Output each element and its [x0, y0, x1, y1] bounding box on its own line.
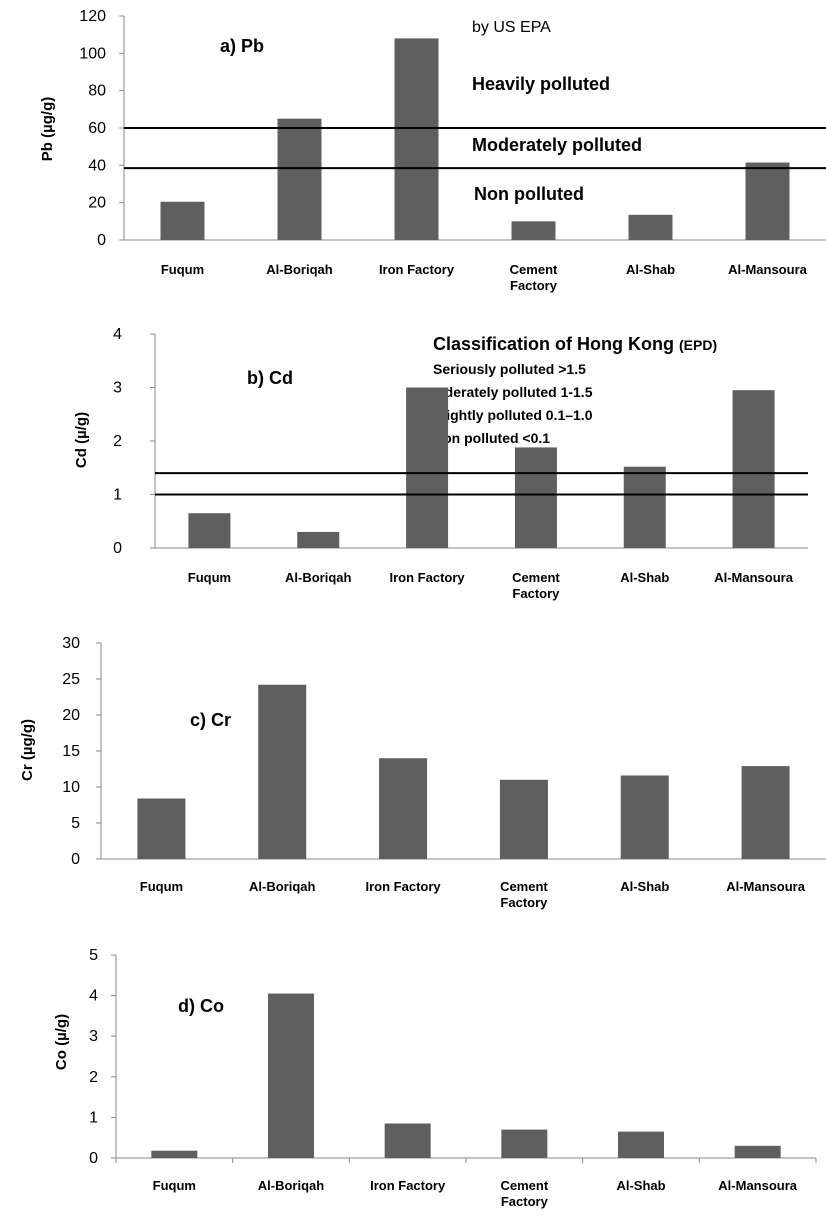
- bar-cd-0: [188, 513, 231, 548]
- bar-co-1: [268, 993, 314, 1158]
- bar-pb-5: [745, 162, 790, 240]
- y-axis-label-pb: Pb (µg/g): [39, 97, 56, 161]
- x-tick-label-co: Al-Boriqah: [258, 1178, 325, 1193]
- y-tick-label-cr: 25: [62, 671, 80, 688]
- y-tick-label-cd: 2: [113, 433, 122, 450]
- annotation-non-polluted-cd: Non polluted <0.1: [433, 430, 550, 446]
- x-tick-label-co: Al-Mansoura: [718, 1178, 798, 1193]
- panel-label-cr: c) Cr: [190, 710, 231, 730]
- y-tick-label-cr: 5: [71, 815, 80, 832]
- chart-cd: Cd (µ/g) b) Cd Classification of Hong Ko…: [73, 326, 808, 601]
- y-tick-label-cd: 1: [113, 487, 122, 504]
- y-tick-label-co: 2: [89, 1069, 98, 1086]
- y-axis-label-cr: Cr (µg/g): [19, 719, 36, 781]
- x-tick-label-cr: Iron Factory: [366, 879, 442, 894]
- chart-pb: Pb (µg/g) a) Pb by US EPA Heavily pollut…: [39, 8, 826, 293]
- y-tick-label-co: 3: [89, 1028, 98, 1045]
- x-tick-label-pb: Fuqum: [161, 262, 204, 277]
- x-tick-label-cd: Al-Shab: [620, 570, 669, 585]
- x-tick-label-cr: Fuqum: [140, 879, 183, 894]
- x-tick-label-co: Al-Shab: [616, 1178, 665, 1193]
- y-axis-label-cd: Cd (µ/g): [73, 412, 90, 468]
- x-tick-label-pb: Al-Boriqah: [266, 262, 333, 277]
- bar-co-3: [501, 1129, 548, 1158]
- chart-co: Co (µ/g) d) Co 0 1 2 3 4 5 Fuqum Al-Boriqah Iron…: [53, 947, 817, 1209]
- annotation-source-pb: by US EPA: [472, 19, 551, 36]
- x-tick-label-cr: Al-Boriqah: [249, 879, 316, 894]
- chart-cr: Cr (µg/g) c) Cr 0 5 10 15 20 25 30 Fuqum Al-Bori…: [19, 635, 826, 910]
- annotation-seriously-polluted: Seriously polluted >1.5: [433, 361, 586, 377]
- bar-cd-4: [623, 466, 666, 548]
- y-tick-label-pb: 120: [79, 8, 106, 25]
- panel-label-cd: b) Cd: [247, 368, 293, 388]
- x-tick-label-pb: Cement Factory: [510, 262, 558, 293]
- x-tick-label-co: Iron Factory: [370, 1178, 446, 1193]
- x-tick-label-pb: Iron Factory: [379, 262, 455, 277]
- bar-cd-3: [514, 447, 557, 548]
- bar-cd-5: [732, 390, 775, 548]
- bar-cd-2: [406, 387, 449, 548]
- x-tick-label-cd: Al-Mansoura: [714, 570, 794, 585]
- y-tick-label-cd: 3: [113, 380, 122, 397]
- y-tick-label-pb: 20: [88, 195, 106, 212]
- bar-pb-1: [277, 118, 322, 240]
- x-tick-label-cd: Al-Boriqah: [285, 570, 352, 585]
- x-tick-label-co: Fuqum: [153, 1178, 196, 1193]
- annotation-non-polluted: Non polluted: [474, 184, 584, 204]
- x-tick-label-pb: Al-Mansoura: [728, 262, 808, 277]
- y-tick-label-cr: 20: [62, 707, 80, 724]
- bar-cr-0: [137, 798, 186, 859]
- x-tick-label-pb: Al-Shab: [626, 262, 675, 277]
- bar-cr-2: [379, 758, 428, 859]
- bar-pb-4: [628, 214, 673, 240]
- x-tick-label-cd: Fuqum: [188, 570, 231, 585]
- x-tick-label-cd: Iron Factory: [390, 570, 466, 585]
- y-tick-label-pb: 100: [79, 45, 106, 62]
- x-tick-label-cd: Cement Factory: [512, 570, 560, 601]
- bar-cr-5: [741, 766, 790, 859]
- annotation-moderately-polluted-cd: Mderately polluted 1-1.5: [433, 384, 593, 400]
- bar-cr-4: [620, 775, 669, 859]
- annotation-moderately-polluted: Moderately polluted: [472, 135, 642, 155]
- bar-co-2: [384, 1123, 431, 1158]
- y-tick-label-co: 4: [89, 988, 98, 1005]
- x-tick-label-co: Cement Factory: [500, 1178, 548, 1209]
- bar-pb-0: [160, 201, 205, 240]
- bar-cr-3: [499, 779, 548, 859]
- y-tick-label-cr: 15: [62, 743, 80, 760]
- y-tick-label-cd: 0: [113, 540, 122, 557]
- bar-co-0: [151, 1150, 198, 1158]
- panel-label-pb: a) Pb: [220, 36, 264, 56]
- y-tick-label-pb: 60: [88, 120, 106, 137]
- annotation-slightly-polluted: Slightly polluted 0.1–1.0: [433, 407, 593, 423]
- bar-cr-1: [258, 684, 307, 859]
- y-axis-label-co: Co (µ/g): [53, 1014, 70, 1070]
- y-tick-label-cr: 0: [71, 851, 80, 868]
- y-tick-label-co: 1: [89, 1109, 98, 1126]
- y-tick-label-cr: 30: [62, 635, 80, 652]
- bar-cd-1: [297, 531, 340, 548]
- bar-pb-2: [394, 38, 439, 241]
- y-tick-label-cd: 4: [113, 326, 122, 343]
- annotation-heavily-polluted: Heavily polluted: [472, 74, 610, 94]
- y-tick-label-pb: 0: [97, 232, 106, 249]
- y-tick-label-pb: 80: [88, 83, 106, 100]
- y-tick-label-pb: 40: [88, 157, 106, 174]
- panel-label-co: d) Co: [178, 996, 224, 1016]
- x-tick-label-cr: Al-Mansoura: [726, 879, 806, 894]
- y-tick-label-cr: 10: [62, 779, 80, 796]
- y-tick-label-co: 0: [89, 1150, 98, 1167]
- x-tick-label-cr: Al-Shab: [620, 879, 669, 894]
- bar-co-4: [618, 1131, 664, 1158]
- annotation-classification-title: Classification of Hong Kong (EPD): [433, 334, 717, 354]
- bar-pb-3: [511, 221, 556, 240]
- bar-co-5: [734, 1145, 781, 1158]
- x-tick-label-cr: Cement Factory: [500, 879, 548, 910]
- y-tick-label-co: 5: [89, 947, 98, 964]
